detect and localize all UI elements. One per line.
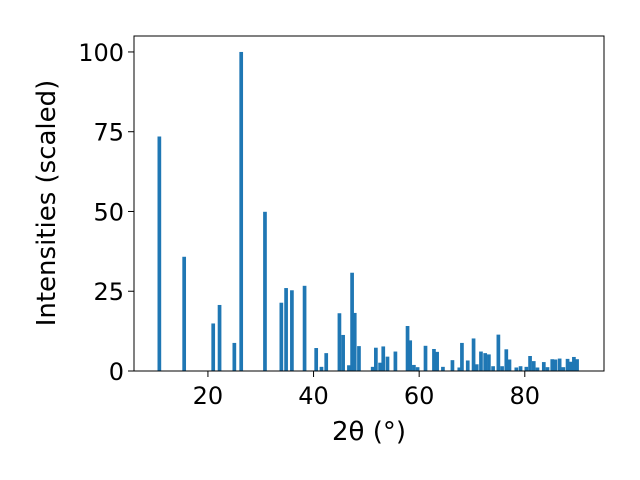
bar <box>514 367 519 371</box>
y-axis-ticks: 0 25 50 75 100 <box>78 39 134 386</box>
bar <box>385 356 390 371</box>
bar <box>441 366 445 371</box>
bars <box>157 51 579 371</box>
bar <box>284 288 288 371</box>
bar <box>553 359 558 371</box>
x-tick-label: 20 <box>193 382 224 410</box>
y-tick-label: 50 <box>93 198 124 226</box>
bar <box>457 367 462 371</box>
bar <box>217 304 222 371</box>
bar <box>405 326 410 371</box>
bar <box>435 351 439 371</box>
bar <box>561 367 566 371</box>
bar <box>378 362 382 371</box>
bar <box>182 256 187 371</box>
bar <box>290 290 294 371</box>
y-tick-label: 75 <box>93 119 124 147</box>
bar <box>568 361 573 371</box>
bar <box>302 285 307 371</box>
bar <box>314 348 319 371</box>
bar <box>412 364 416 371</box>
bar <box>575 359 579 371</box>
bar <box>507 359 512 371</box>
bar <box>352 312 357 371</box>
bar <box>423 345 428 371</box>
bar <box>557 358 562 371</box>
bar <box>350 272 354 371</box>
bar <box>465 360 470 371</box>
bar <box>518 366 523 371</box>
x-tick-label: 80 <box>510 382 541 410</box>
bar <box>374 347 378 371</box>
bar <box>337 313 342 371</box>
bar <box>504 349 509 371</box>
bar <box>565 358 570 371</box>
bar <box>239 51 244 371</box>
bar <box>347 365 351 371</box>
bar <box>432 348 436 371</box>
bar <box>279 302 284 371</box>
bar <box>474 364 479 371</box>
bar <box>460 342 464 371</box>
bar <box>496 334 501 371</box>
bar <box>381 346 386 371</box>
bar <box>450 360 455 371</box>
x-axis-title: 2θ (°) <box>332 417 406 447</box>
bar <box>357 346 361 371</box>
y-tick-label: 0 <box>109 358 124 386</box>
bar <box>550 359 555 371</box>
y-tick-label: 25 <box>93 278 124 306</box>
bar <box>157 136 162 371</box>
bar <box>415 367 420 371</box>
bar <box>572 356 576 371</box>
bar <box>370 366 375 371</box>
bar <box>211 323 216 371</box>
bar <box>545 367 550 371</box>
bar <box>500 366 504 371</box>
y-tick-label: 100 <box>78 39 124 67</box>
bar <box>535 367 540 371</box>
bar <box>491 366 495 371</box>
bar <box>483 353 488 371</box>
bar <box>531 361 536 371</box>
bar <box>341 334 345 371</box>
plot-area-frame <box>133 35 605 372</box>
bar <box>393 351 398 371</box>
x-axis-ticks: 20 40 60 80 <box>193 371 540 410</box>
bar <box>471 338 476 371</box>
x-tick-label: 60 <box>404 382 435 410</box>
bar <box>479 351 483 371</box>
y-axis-title: Intensities (scaled) <box>32 80 62 327</box>
bar <box>487 354 491 371</box>
bar <box>319 366 324 371</box>
bar <box>528 356 532 371</box>
bar <box>541 362 546 371</box>
bar <box>524 366 529 371</box>
bar <box>232 342 237 371</box>
bar <box>408 340 413 371</box>
bar <box>263 211 267 371</box>
x-tick-label: 40 <box>298 382 329 410</box>
bar <box>324 353 329 371</box>
